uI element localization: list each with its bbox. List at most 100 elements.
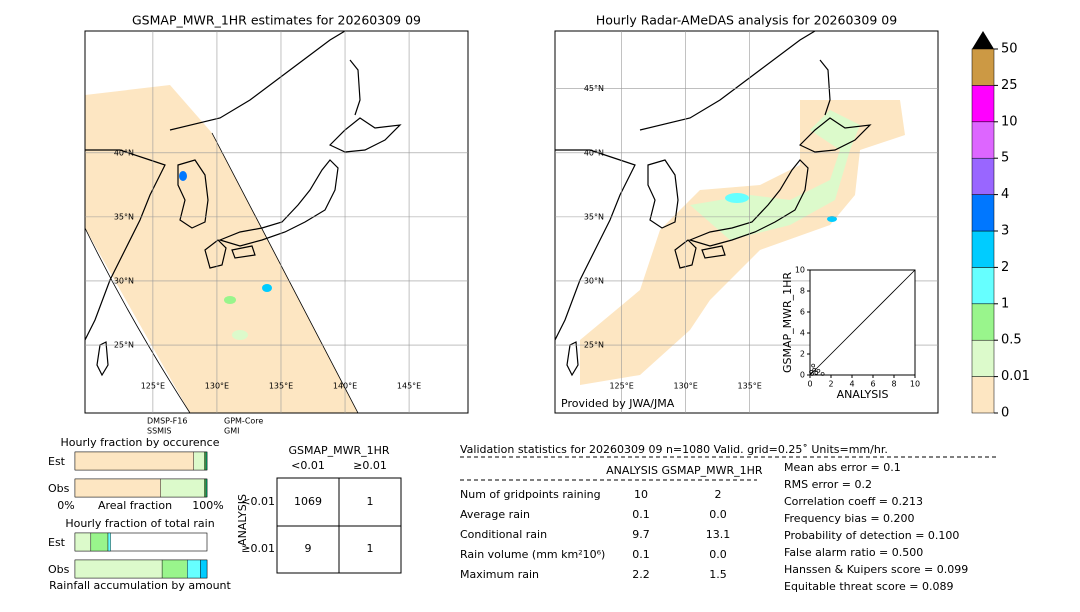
lat-label: 30°N bbox=[584, 276, 604, 285]
colorbar-segment bbox=[971, 339, 995, 377]
x-tick-label: 8 bbox=[891, 380, 896, 389]
cell: 1 bbox=[367, 542, 374, 555]
stat-value: 2 bbox=[715, 488, 722, 501]
x-tick-label: 0 bbox=[807, 380, 812, 389]
lon-label: 125°E bbox=[609, 382, 633, 391]
scatter-point bbox=[816, 368, 821, 373]
x-tick-label: 2 bbox=[828, 380, 833, 389]
cell: 1069 bbox=[294, 495, 322, 508]
row-label: Est bbox=[48, 455, 66, 468]
lat-label: 40°N bbox=[584, 148, 604, 157]
stat-value: 9.7 bbox=[632, 528, 650, 541]
colorbar-label: 10 bbox=[1001, 114, 1018, 129]
scatter-point bbox=[812, 367, 817, 372]
colorbar-label: 2 bbox=[1001, 260, 1009, 275]
stat-label: Rain volume (mm km²10⁶) bbox=[460, 548, 605, 561]
lon-label: 130°E bbox=[205, 382, 229, 391]
scatter-point bbox=[811, 363, 816, 368]
scatter-point bbox=[810, 372, 814, 376]
bar-segment bbox=[193, 451, 205, 471]
panel-title: Hourly fraction of total rain bbox=[65, 517, 214, 530]
lon-label: 135°E bbox=[269, 382, 293, 391]
stat-value: 0.1 bbox=[632, 548, 650, 561]
stat-value: 10 bbox=[634, 488, 648, 501]
bar-segment bbox=[74, 532, 92, 552]
colorbar-segment bbox=[971, 85, 995, 123]
stat-value: 1.5 bbox=[709, 568, 727, 581]
score: False alarm ratio = 0.500 bbox=[784, 546, 923, 559]
left-map-frame bbox=[84, 30, 469, 414]
row-label: Obs bbox=[48, 563, 70, 576]
stat-label: Conditional rain bbox=[460, 528, 547, 541]
lon-label: 135°E bbox=[738, 382, 762, 391]
lat-label: 40°N bbox=[114, 148, 134, 157]
right-map-fill bbox=[555, 31, 905, 385]
bar-segment bbox=[74, 478, 162, 498]
colorbar-arrow bbox=[972, 31, 994, 49]
score: Correlation coeff = 0.213 bbox=[784, 495, 923, 508]
lon-label: 130°E bbox=[673, 382, 697, 391]
lat-label: 35°N bbox=[584, 212, 604, 221]
bar-segment bbox=[160, 478, 205, 498]
y-axis-label: GSMAP_MWR_1HR bbox=[781, 272, 794, 373]
score: Hanssen & Kuipers score = 0.099 bbox=[784, 563, 968, 576]
score: Probability of detection = 0.100 bbox=[784, 529, 959, 542]
stat-value: 0.0 bbox=[709, 548, 727, 561]
cell: 9 bbox=[305, 542, 312, 555]
credit: Provided by JWA/JMA bbox=[561, 397, 675, 410]
colorbar-label: 50 bbox=[1001, 42, 1018, 57]
scatter-point bbox=[814, 371, 819, 375]
stat-label: Maximum rain bbox=[460, 568, 539, 581]
colorbar-segment bbox=[971, 267, 995, 305]
bar-segment bbox=[90, 532, 109, 552]
sensor-label: GPM-Core bbox=[224, 417, 263, 426]
bar-segment bbox=[74, 451, 195, 471]
bar-segment bbox=[74, 559, 163, 579]
column-header: ≥0.01 bbox=[353, 459, 387, 472]
table-title: GSMAP_MWR_1HR bbox=[288, 444, 389, 457]
colorbar-label: 0.01 bbox=[1001, 369, 1030, 384]
y-tick-label: 2 bbox=[800, 350, 805, 359]
lat-label: 30°N bbox=[114, 276, 134, 285]
bar-segment bbox=[186, 559, 201, 579]
row-header: ≥0.01 bbox=[241, 542, 275, 555]
left-map-fill bbox=[85, 31, 401, 413]
colorbar-label: 3 bbox=[1001, 224, 1009, 239]
colorbar-segment bbox=[971, 303, 995, 341]
stat-value: 2.2 bbox=[632, 568, 650, 581]
colorbar-segment bbox=[971, 376, 995, 414]
bar-segment bbox=[205, 478, 208, 498]
lat-label: 35°N bbox=[114, 212, 134, 221]
y-tick-label: 4 bbox=[800, 329, 805, 338]
lat-label: 25°N bbox=[114, 341, 134, 350]
bar-segment bbox=[107, 532, 111, 552]
colorbar-segment bbox=[971, 157, 995, 195]
score: Mean abs error = 0.1 bbox=[784, 461, 901, 474]
y-tick-label: 6 bbox=[800, 308, 805, 317]
map-title: Hourly Radar-AMeDAS analysis for 2026030… bbox=[596, 13, 897, 28]
x-tick-label: 10 bbox=[910, 380, 920, 389]
bar-segment bbox=[200, 559, 208, 579]
row-label: Obs bbox=[48, 482, 70, 495]
lat-label: 25°N bbox=[584, 341, 604, 350]
stat-value: 0.1 bbox=[632, 508, 650, 521]
lon-label: 140°E bbox=[333, 382, 357, 391]
sensor-label: GMI bbox=[224, 427, 239, 436]
colorbar-label: 0.5 bbox=[1001, 333, 1022, 348]
bar-segment bbox=[161, 559, 188, 579]
map-title: GSMAP_MWR_1HR estimates for 20260309 09 bbox=[132, 13, 421, 28]
row-title: ANALYSIS bbox=[236, 494, 249, 546]
colorbar-label: 5 bbox=[1001, 151, 1009, 166]
column-header: GSMAP_MWR_1HR bbox=[661, 464, 762, 477]
column-header: ANALYSIS bbox=[606, 464, 658, 477]
column-header: <0.01 bbox=[291, 459, 325, 472]
colorbar-segment bbox=[971, 121, 995, 159]
right-map-frame bbox=[554, 30, 939, 414]
stat-value: 0.0 bbox=[709, 508, 727, 521]
stat-value: 13.1 bbox=[706, 528, 731, 541]
panel-title: Hourly fraction by occurence bbox=[61, 436, 220, 449]
lat-label: 45°N bbox=[584, 84, 604, 93]
diagonal bbox=[809, 269, 916, 376]
score: Equitable threat score = 0.089 bbox=[784, 580, 953, 593]
